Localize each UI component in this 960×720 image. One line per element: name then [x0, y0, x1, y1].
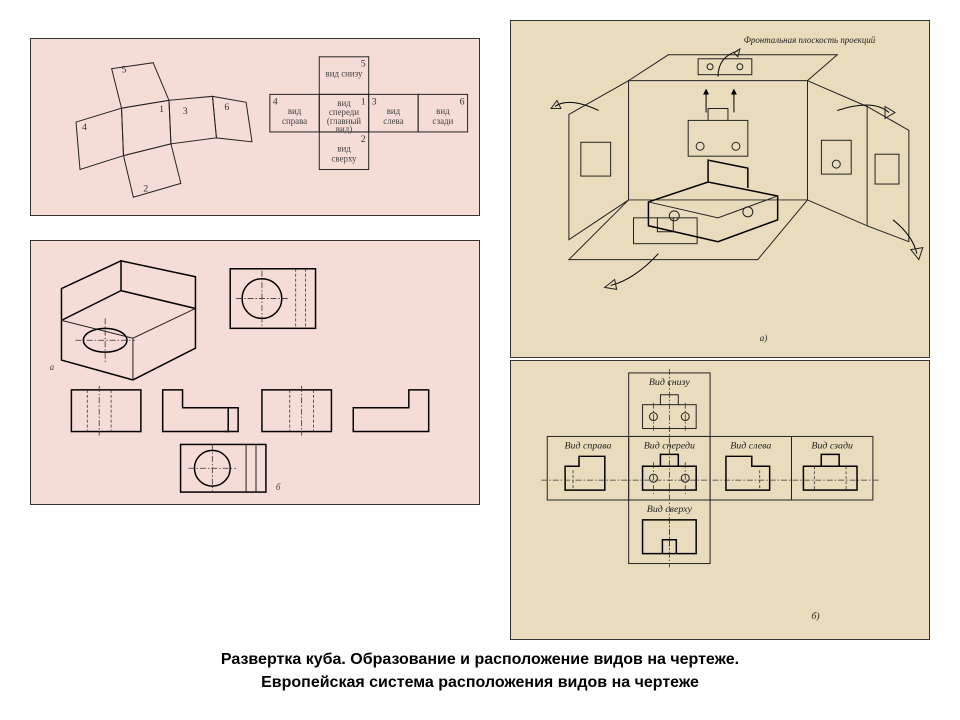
caption-line2: Европейская система расположения видов н… — [261, 674, 699, 691]
svg-text:3: 3 — [372, 96, 377, 107]
panel-cube-unfold: 1 2 3 4 5 6 5 4 1 3 6 2 вид снизу вид — [30, 38, 480, 216]
proj-left — [581, 142, 611, 176]
svg-text:4: 4 — [273, 96, 278, 107]
svg-text:сзади: сзади — [432, 116, 453, 126]
svg-text:Вид справа: Вид справа — [564, 440, 611, 451]
panel-projection-planes: Фронтальная плоскость проекций — [510, 20, 930, 358]
label-b: б) — [811, 611, 819, 622]
proj-top — [698, 59, 752, 75]
svg-text:6: 6 — [224, 102, 229, 113]
svg-text:4: 4 — [82, 122, 87, 133]
svg-text:слева: слева — [383, 116, 403, 126]
cell-back: Вид сзади — [791, 436, 872, 500]
svg-text:3: 3 — [183, 106, 188, 117]
svg-text:вид: вид — [337, 144, 351, 154]
svg-text:2: 2 — [361, 134, 366, 145]
svg-text:б: б — [276, 482, 281, 492]
svg-text:2: 2 — [143, 183, 148, 194]
views-table: 5 4 1 3 6 2 вид снизу вид справа вид спе… — [270, 57, 468, 170]
svg-text:вид: вид — [436, 106, 450, 116]
caption-line1: Развертка куба. Образование и расположен… — [221, 651, 739, 668]
proj-bottom — [634, 218, 698, 244]
svg-text:справа: справа — [282, 116, 307, 126]
svg-projection-planes: Фронтальная плоскость проекций — [511, 21, 929, 357]
svg-part-views: а — [31, 241, 479, 504]
figure-caption: Развертка куба. Образование и расположен… — [0, 648, 960, 694]
svg-text:Вид слева: Вид слева — [730, 440, 771, 451]
cube-unfold-3d: 1 2 3 4 5 6 — [76, 63, 252, 197]
cell-top-label: вид снизу — [326, 69, 363, 79]
proj-right — [821, 140, 851, 174]
cell-left: Вид справа — [547, 436, 628, 500]
svg-text:сверху: сверху — [331, 154, 357, 164]
svg-text:6: 6 — [460, 96, 465, 107]
svg-six-views: Вид снизу Вид справа Вид спер — [511, 361, 929, 639]
svg-text:вид: вид — [387, 106, 401, 116]
svg-text:1: 1 — [361, 96, 366, 107]
panel-part-views: а — [30, 240, 480, 505]
part-isometric: а — [50, 261, 196, 380]
svg-text:вид): вид) — [336, 124, 352, 134]
object-3d — [648, 160, 777, 242]
label-a: а) — [760, 333, 767, 343]
view-front — [230, 269, 315, 329]
panel-six-views: Вид снизу Вид справа Вид спер — [510, 360, 930, 640]
svg-text:Вид сзади: Вид сзади — [811, 440, 853, 451]
cell-sideL: Вид слева — [710, 436, 791, 500]
proj-back — [875, 154, 899, 184]
svg-cube-unfold: 1 2 3 4 5 6 5 4 1 3 6 2 вид снизу вид — [31, 39, 479, 215]
svg-text:а: а — [50, 362, 55, 372]
cell-left-label: вид — [288, 106, 302, 116]
svg-text:5: 5 — [122, 65, 127, 76]
svg-text:1: 1 — [159, 104, 164, 115]
view-bottom: б — [181, 444, 281, 492]
view-row — [71, 386, 428, 436]
proj-front — [688, 108, 748, 156]
note-frontal-plane: Фронтальная плоскость проекций — [744, 35, 876, 45]
